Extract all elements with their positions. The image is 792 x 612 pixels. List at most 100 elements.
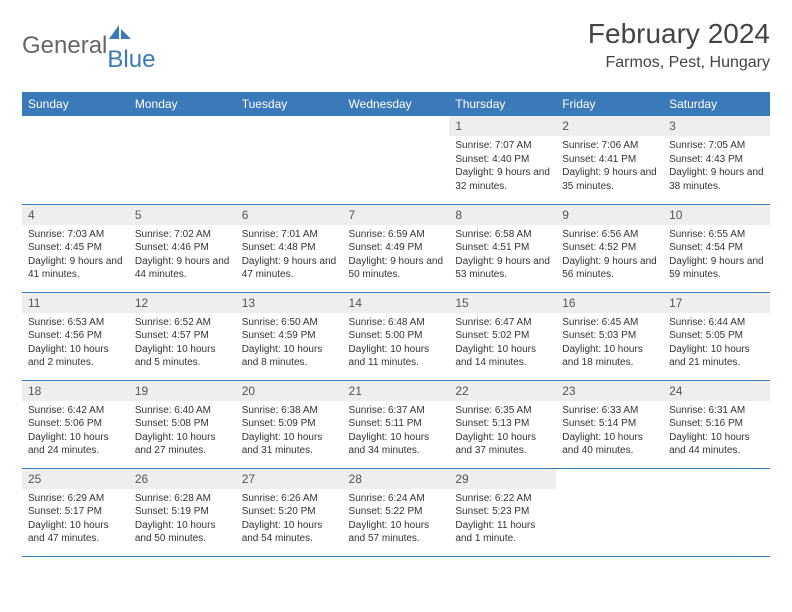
day-details: Sunrise: 7:01 AMSunset: 4:48 PMDaylight:…: [236, 225, 343, 288]
daylight-text: Daylight: 10 hours and 27 minutes.: [135, 431, 230, 458]
daylight-text: Daylight: 11 hours and 1 minute.: [455, 519, 550, 546]
calendar-day-cell: 8Sunrise: 6:58 AMSunset: 4:51 PMDaylight…: [449, 204, 556, 292]
day-number: 8: [449, 205, 556, 225]
calendar-empty-cell: [343, 116, 450, 204]
weekday-header: Sunday: [22, 92, 129, 116]
day-details: Sunrise: 7:06 AMSunset: 4:41 PMDaylight:…: [556, 136, 663, 199]
sunset-text: Sunset: 4:52 PM: [562, 241, 657, 255]
day-number: 6: [236, 205, 343, 225]
day-details: Sunrise: 7:05 AMSunset: 4:43 PMDaylight:…: [663, 136, 770, 199]
sunset-text: Sunset: 5:16 PM: [669, 417, 764, 431]
sunrise-text: Sunrise: 6:38 AM: [242, 404, 337, 418]
sunset-text: Sunset: 5:11 PM: [349, 417, 444, 431]
day-number: 25: [22, 469, 129, 489]
day-number: 22: [449, 381, 556, 401]
sunset-text: Sunset: 4:51 PM: [455, 241, 550, 255]
calendar-day-cell: 29Sunrise: 6:22 AMSunset: 5:23 PMDayligh…: [449, 468, 556, 556]
calendar-empty-cell: [129, 116, 236, 204]
calendar-day-cell: 27Sunrise: 6:26 AMSunset: 5:20 PMDayligh…: [236, 468, 343, 556]
day-number: 20: [236, 381, 343, 401]
calendar-empty-cell: [663, 468, 770, 556]
daylight-text: Daylight: 10 hours and 8 minutes.: [242, 343, 337, 370]
daylight-text: Daylight: 9 hours and 44 minutes.: [135, 255, 230, 282]
sunset-text: Sunset: 5:17 PM: [28, 505, 123, 519]
daylight-text: Daylight: 10 hours and 40 minutes.: [562, 431, 657, 458]
calendar-day-cell: 17 Sunrise: 6:44 AMSunset: 5:05 PMDayligh…: [663, 292, 770, 380]
calendar-day-cell: 15Sunrise: 6:47 AMSunset: 5:02 PMDayligh…: [449, 292, 556, 380]
day-number: 28: [343, 469, 450, 489]
sunset-text: Sunset: 4:45 PM: [28, 241, 123, 255]
daylight-text: Daylight: 10 hours and 21 minutes.: [669, 343, 764, 370]
calendar-day-cell: 21Sunrise: 6:37 AMSunset: 5:11 PMDayligh…: [343, 380, 450, 468]
day-number: 15: [449, 293, 556, 313]
day-details: Sunrise: 6:59 AMSunset: 4:49 PMDaylight:…: [343, 225, 450, 288]
sunrise-text: Sunrise: 6:40 AM: [135, 404, 230, 418]
sunset-text: Sunset: 5:02 PM: [455, 329, 550, 343]
daylight-text: Daylight: 10 hours and 57 minutes.: [349, 519, 444, 546]
daylight-text: Daylight: 10 hours and 34 minutes.: [349, 431, 444, 458]
sunset-text: Sunset: 5:23 PM: [455, 505, 550, 519]
sunrise-text: Sunrise: 6:59 AM: [349, 228, 444, 242]
daylight-text: Daylight: 9 hours and 32 minutes.: [455, 166, 550, 193]
daylight-text: Daylight: 9 hours and 38 minutes.: [669, 166, 764, 193]
day-number: 27: [236, 469, 343, 489]
calendar-day-cell: 26Sunrise: 6:28 AMSunset: 5:19 PMDayligh…: [129, 468, 236, 556]
sunrise-text: Sunrise: 6:53 AM: [28, 316, 123, 330]
sunrise-text: Sunrise: 6:44 AM: [669, 316, 764, 330]
calendar-week-row: 11Sunrise: 6:53 AMSunset: 4:56 PMDayligh…: [22, 292, 770, 380]
sunrise-text: Sunrise: 6:48 AM: [349, 316, 444, 330]
daylight-text: Daylight: 10 hours and 24 minutes.: [28, 431, 123, 458]
day-number: 10: [663, 205, 770, 225]
sunset-text: Sunset: 5:14 PM: [562, 417, 657, 431]
sunset-text: Sunset: 5:05 PM: [669, 329, 764, 343]
daylight-text: Daylight: 9 hours and 41 minutes.: [28, 255, 123, 282]
calendar-empty-cell: [236, 116, 343, 204]
day-number: 29: [449, 469, 556, 489]
weekday-header: Monday: [129, 92, 236, 116]
day-number: 16: [556, 293, 663, 313]
sunrise-text: Sunrise: 6:28 AM: [135, 492, 230, 506]
day-details: Sunrise: 6:42 AMSunset: 5:06 PMDaylight:…: [22, 401, 129, 464]
day-details: Sunrise: 6:48 AMSunset: 5:00 PMDaylight:…: [343, 313, 450, 376]
calendar-day-cell: 7Sunrise: 6:59 AMSunset: 4:49 PMDaylight…: [343, 204, 450, 292]
calendar-day-cell: 28Sunrise: 6:24 AMSunset: 5:22 PMDayligh…: [343, 468, 450, 556]
day-number: 7: [343, 205, 450, 225]
day-details: Sunrise: 6:58 AMSunset: 4:51 PMDaylight:…: [449, 225, 556, 288]
day-details: Sunrise: 6:26 AMSunset: 5:20 PMDaylight:…: [236, 489, 343, 552]
daylight-text: Daylight: 10 hours and 44 minutes.: [669, 431, 764, 458]
calendar-header-row: SundayMondayTuesdayWednesdayThursdayFrid…: [22, 92, 770, 116]
sunrise-text: Sunrise: 7:03 AM: [28, 228, 123, 242]
location: Farmos, Pest, Hungary: [588, 54, 770, 72]
day-number: 13: [236, 293, 343, 313]
daylight-text: Daylight: 9 hours and 56 minutes.: [562, 255, 657, 282]
day-details: Sunrise: 6:28 AMSunset: 5:19 PMDaylight:…: [129, 489, 236, 552]
calendar-day-cell: 6Sunrise: 7:01 AMSunset: 4:48 PMDaylight…: [236, 204, 343, 292]
sunrise-text: Sunrise: 7:01 AM: [242, 228, 337, 242]
calendar-day-cell: 14Sunrise: 6:48 AMSunset: 5:00 PMDayligh…: [343, 292, 450, 380]
day-number: 17: [663, 293, 770, 313]
calendar-day-cell: 13Sunrise: 6:50 AMSunset: 4:59 PMDayligh…: [236, 292, 343, 380]
month-title: February 2024: [588, 18, 770, 50]
day-number: 12: [129, 293, 236, 313]
calendar-table: SundayMondayTuesdayWednesdayThursdayFrid…: [22, 92, 770, 557]
header: GeneralBlue February 2024 Farmos, Pest, …: [22, 18, 770, 74]
sunrise-text: Sunrise: 7:06 AM: [562, 139, 657, 153]
day-number: 21: [343, 381, 450, 401]
sunrise-text: Sunrise: 6:58 AM: [455, 228, 550, 242]
sunrise-text: Sunrise: 6:31 AM: [669, 404, 764, 418]
daylight-text: Daylight: 9 hours and 53 minutes.: [455, 255, 550, 282]
calendar-day-cell: 20Sunrise: 6:38 AMSunset: 5:09 PMDayligh…: [236, 380, 343, 468]
sunset-text: Sunset: 5:08 PM: [135, 417, 230, 431]
daylight-text: Daylight: 9 hours and 50 minutes.: [349, 255, 444, 282]
sunrise-text: Sunrise: 6:35 AM: [455, 404, 550, 418]
day-number: 9: [556, 205, 663, 225]
day-number: 23: [556, 381, 663, 401]
day-number: 18: [22, 381, 129, 401]
calendar-day-cell: 4 Sunrise: 7:03 AMSunset: 4:45 PMDaylight…: [22, 204, 129, 292]
logo-sail-icon: [109, 25, 131, 41]
day-details: Sunrise: 6:29 AMSunset: 5:17 PMDaylight:…: [22, 489, 129, 552]
day-number: 4: [22, 205, 129, 225]
calendar-day-cell: 19Sunrise: 6:40 AMSunset: 5:08 PMDayligh…: [129, 380, 236, 468]
calendar-day-cell: 10Sunrise: 6:55 AMSunset: 4:54 PMDayligh…: [663, 204, 770, 292]
day-details: Sunrise: 6:38 AMSunset: 5:09 PMDaylight:…: [236, 401, 343, 464]
